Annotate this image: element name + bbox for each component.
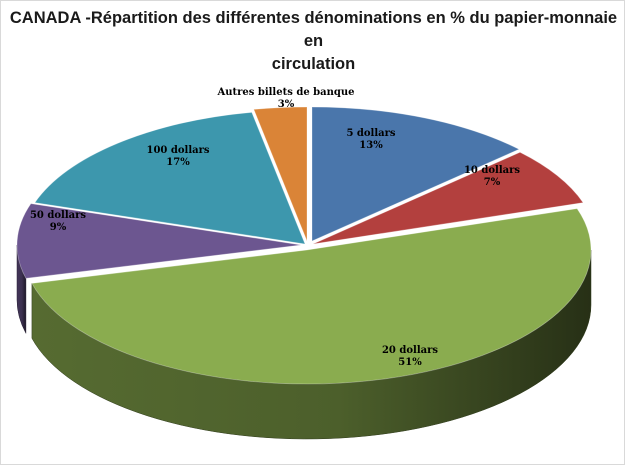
data-label-name: 5 dollars (346, 128, 395, 139)
pie-slice-5-dollars (311, 106, 520, 242)
data-label-percent: 17% (166, 157, 190, 168)
pie-slice-50-dollars (16, 203, 302, 279)
pie-slice-100-dollars (34, 111, 306, 245)
data-label-percent: 51% (398, 357, 422, 368)
data-label-name: 20 dollars (382, 345, 438, 356)
pie-top-faces (16, 106, 592, 385)
data-label-percent: 3% (278, 99, 295, 110)
chart-title-line-1: CANADA -Répartition des différentes déno… (9, 9, 618, 50)
data-label-percent: 9% (50, 222, 67, 233)
chart-title: CANADA -Répartition des différentes déno… (1, 7, 625, 76)
pie-slice-autres-billets-de-banque (253, 106, 308, 242)
data-label-name: 100 dollars (147, 145, 210, 156)
data-label-name: Autres billets de banque (216, 87, 354, 98)
data-label-name: 50 dollars (30, 210, 86, 221)
chart-title-line-2: circulation (271, 55, 356, 73)
data-label-name: 10 dollars (464, 165, 520, 176)
data-label-percent: 7% (484, 177, 501, 188)
pie-slice-20-dollars (31, 208, 592, 385)
pie-slice-10-dollars (312, 151, 584, 245)
data-label-percent: 13% (359, 140, 383, 151)
